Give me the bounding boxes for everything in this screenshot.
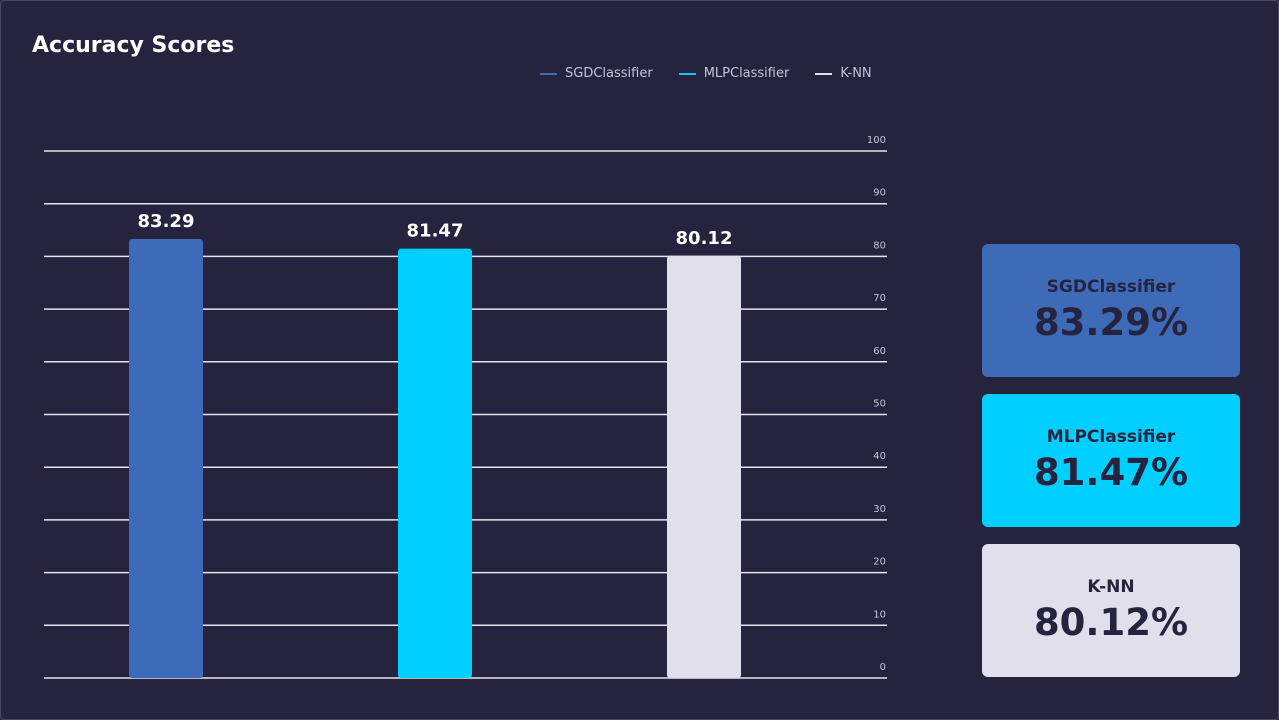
chart-title: Accuracy Scores: [32, 33, 235, 58]
legend-swatch-mlp: [678, 72, 696, 75]
score-cards: SGDClassifier 83.29% MLPClassifier 81.47…: [982, 244, 1240, 694]
y-tick-label: 70: [873, 293, 886, 304]
bar-mlpclassifier: [398, 248, 472, 678]
legend-item-mlp[interactable]: MLPClassifier: [678, 66, 790, 81]
y-tick-label: 90: [873, 188, 886, 199]
data-label: 81.47: [407, 221, 464, 242]
score-card-name: SGDClassifier: [1046, 277, 1176, 297]
y-tick-label: 60: [873, 346, 886, 357]
legend-item-knn[interactable]: K-NN: [815, 66, 872, 81]
y-tick-label: 80: [873, 240, 886, 251]
legend-swatch-knn: [815, 72, 833, 75]
legend-swatch-sgd: [540, 72, 557, 75]
bar-chart: 0 10 20 30 40 50 60 70 80 90 100 83.29 81.47 80.12: [44, 135, 887, 679]
score-card-name: K-NN: [1087, 577, 1135, 597]
score-card-knn: K-NN 80.12%: [982, 544, 1240, 677]
legend-label-sgd: SGDClassifier: [565, 66, 653, 81]
legend-label-mlp: MLPClassifier: [703, 66, 790, 81]
score-card-sgd: SGDClassifier 83.29%: [982, 244, 1240, 377]
legend-label-knn: K-NN: [840, 66, 872, 81]
y-tick-label: 40: [873, 451, 886, 462]
y-tick-label: 50: [873, 399, 886, 410]
bar-k-nn: [667, 255, 741, 679]
score-card-mlp: MLPClassifier 81.47%: [982, 394, 1240, 527]
y-tick-label: 10: [873, 609, 886, 620]
data-label: 83.29: [138, 211, 195, 232]
y-tick-label: 0: [880, 662, 886, 673]
y-tick-label: 30: [873, 504, 886, 515]
chart-legend: SGDClassifier MLPClassifier K-NN: [540, 66, 872, 81]
data-label: 80.12: [676, 228, 733, 249]
score-card-name: MLPClassifier: [1046, 427, 1176, 447]
y-tick-label: 100: [867, 135, 886, 146]
score-card-value: 80.12%: [1033, 601, 1189, 644]
score-card-value: 83.29%: [1033, 301, 1189, 344]
legend-item-sgd[interactable]: SGDClassifier: [540, 66, 653, 81]
bar-sgdclassifier: [129, 239, 203, 678]
score-card-value: 81.47%: [1033, 451, 1189, 494]
y-tick-label: 20: [873, 557, 886, 568]
